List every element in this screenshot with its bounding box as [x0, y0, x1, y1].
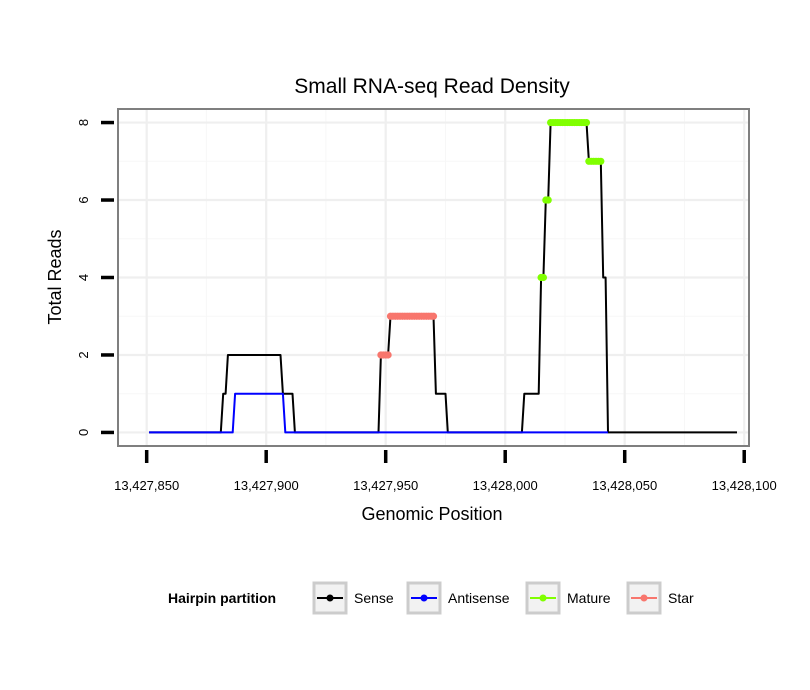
legend-label-star: Star [668, 590, 694, 606]
plot-panel-border [117, 108, 750, 447]
y-tick-label: 6 [76, 196, 91, 203]
mature-point [539, 273, 548, 282]
star-point [429, 312, 438, 320]
mature-point [597, 157, 605, 165]
x-tick-label: 13,427,950 [353, 478, 418, 493]
mature-point [582, 118, 591, 127]
axes: 13,427,850 13,427,900 13,427,950 13,428,000… [76, 119, 777, 493]
legend-point-antisense [420, 594, 428, 602]
x-tick-label: 13,427,900 [234, 478, 299, 493]
series-layer [149, 118, 737, 434]
sense-line [149, 121, 737, 434]
mature-point [544, 196, 552, 204]
star-point [384, 351, 392, 359]
y-tick-label: 0 [76, 429, 91, 436]
legend-point-mature [539, 594, 547, 602]
grid [118, 109, 749, 446]
legend-label-antisense: Antisense [448, 590, 510, 606]
legend-title: Hairpin partition [168, 590, 276, 606]
x-tick-label: 13,428,100 [712, 478, 777, 493]
y-tick-label: 8 [76, 119, 91, 126]
y-tick-label: 2 [76, 351, 91, 358]
x-axis-title: Genomic Position [361, 504, 502, 524]
y-axis-title: Total Reads [45, 229, 65, 324]
legend-label-mature: Mature [567, 590, 611, 606]
legend: Hairpin partition Sense Antisense Mature St… [168, 581, 694, 615]
x-tick-label: 13,427,850 [114, 478, 179, 493]
x-tick-label: 13,428,000 [473, 478, 538, 493]
y-tick-label: 4 [76, 274, 91, 281]
antisense-line [149, 392, 608, 434]
legend-label-sense: Sense [354, 590, 394, 606]
chart-title: Small RNA-seq Read Density [294, 75, 570, 98]
x-tick-label: 13,428,050 [592, 478, 657, 493]
legend-point-star [640, 594, 648, 602]
legend-point-sense [326, 594, 334, 602]
